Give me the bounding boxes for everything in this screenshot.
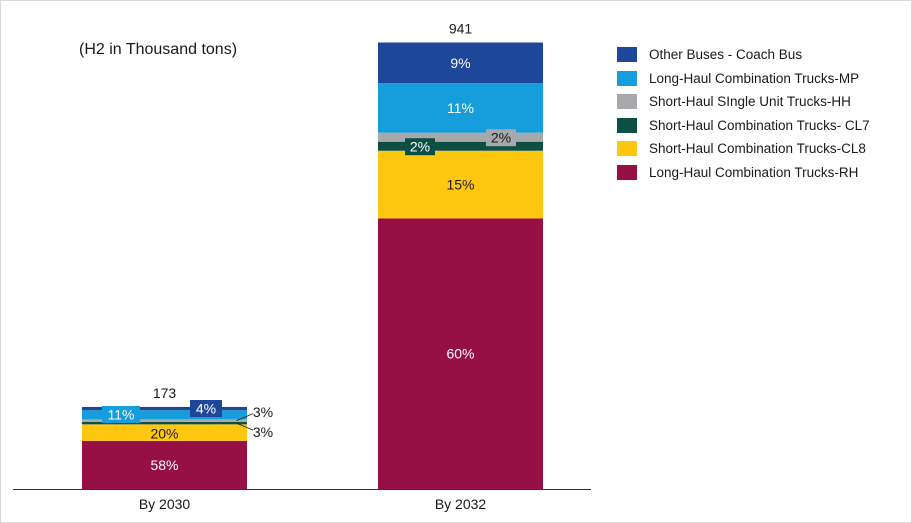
legend-item: Short-Haul SIngle Unit Trucks-HH bbox=[617, 90, 870, 114]
bar-segment-0-2 bbox=[82, 421, 247, 425]
data-label: 60% bbox=[446, 346, 474, 362]
x-tick-label: By 2032 bbox=[435, 496, 487, 512]
bar-segment-1-2 bbox=[378, 141, 543, 151]
data-label: 58% bbox=[150, 457, 178, 473]
data-label: 2% bbox=[491, 130, 511, 146]
legend-label: Long-Haul Combination Trucks-MP bbox=[649, 70, 860, 86]
x-tick-label: By 2030 bbox=[139, 496, 191, 512]
bar-segment-1-3 bbox=[378, 132, 543, 142]
legend-label: Other Buses - Coach Bus bbox=[649, 47, 803, 63]
legend-label: Long-Haul Combination Trucks-RH bbox=[649, 164, 859, 180]
label-box bbox=[405, 138, 435, 156]
label-box bbox=[190, 400, 222, 417]
leader-line bbox=[236, 422, 254, 431]
data-label: 3% bbox=[253, 404, 273, 420]
data-label: 9% bbox=[450, 55, 470, 71]
legend-swatch bbox=[617, 47, 637, 63]
bar-segment-0-1 bbox=[82, 424, 247, 441]
legend-swatch bbox=[617, 164, 637, 180]
data-label: 11% bbox=[108, 407, 135, 423]
data-label: 4% bbox=[196, 401, 216, 417]
legend-swatch bbox=[617, 141, 637, 157]
unit-note: (H2 in Thousand tons) bbox=[79, 41, 238, 58]
data-label: 11% bbox=[447, 100, 474, 116]
legend-item: Long-Haul Combination Trucks-RH bbox=[617, 161, 870, 185]
data-label: 20% bbox=[150, 426, 178, 442]
data-label: 3% bbox=[253, 424, 273, 440]
data-label: 2% bbox=[410, 139, 430, 155]
legend-item: Short-Haul Combination Trucks- CL7 bbox=[617, 114, 870, 138]
legend-label: Short-Haul SIngle Unit Trucks-HH bbox=[649, 94, 851, 110]
bar-segment-0-5 bbox=[82, 406, 247, 411]
legend-item: Other Buses - Coach Bus bbox=[617, 43, 870, 67]
legend-swatch bbox=[617, 117, 637, 133]
bar-segment-1-5 bbox=[378, 42, 543, 84]
legend: Other Buses - Coach Bus Long-Haul Combina… bbox=[617, 43, 870, 184]
legend-item: Short-Haul Combination Trucks-CL8 bbox=[617, 137, 870, 161]
legend-label: Short-Haul Combination Trucks-CL8 bbox=[649, 141, 866, 157]
bar-segment-0-0 bbox=[82, 440, 247, 489]
data-label: 15% bbox=[446, 177, 474, 193]
legend-item: Long-Haul Combination Trucks-MP bbox=[617, 67, 870, 91]
bar-total-label: 941 bbox=[449, 21, 473, 37]
bar-segment-0-3 bbox=[82, 419, 247, 422]
legend-swatch bbox=[617, 70, 637, 86]
legend-swatch bbox=[617, 94, 637, 110]
label-box bbox=[102, 406, 140, 423]
bar-segment-1-0 bbox=[378, 218, 543, 489]
leader-line bbox=[236, 413, 254, 421]
legend-label: Short-Haul Combination Trucks- CL7 bbox=[649, 117, 870, 133]
bar-segment-1-4 bbox=[378, 83, 543, 133]
bar-segment-1-1 bbox=[378, 150, 543, 219]
label-box bbox=[486, 129, 516, 147]
bar-segment-0-4 bbox=[82, 410, 247, 420]
bar-total-label: 173 bbox=[153, 385, 177, 401]
